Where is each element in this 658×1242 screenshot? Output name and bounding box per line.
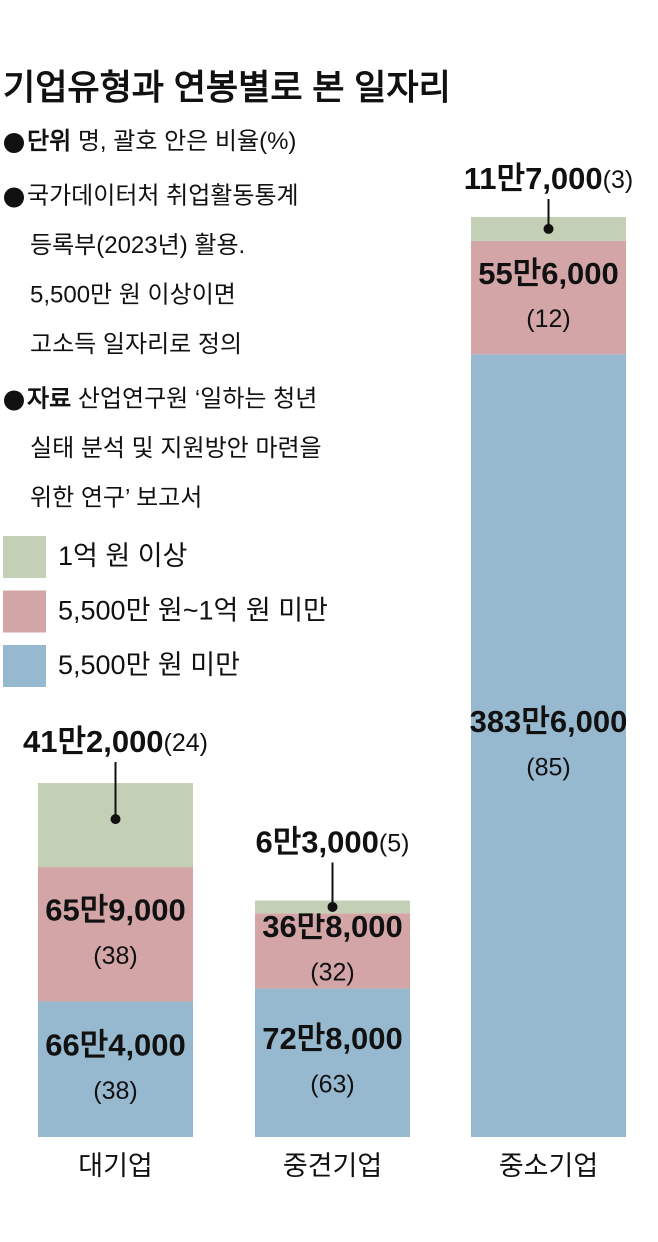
share-text: (5) bbox=[379, 829, 410, 857]
bar-segment bbox=[471, 240, 626, 355]
value-label: 65만9,000 bbox=[45, 892, 186, 927]
note-bullet bbox=[4, 187, 24, 208]
share-label: (63) bbox=[310, 1070, 354, 1098]
value-label: 41만2,000(24) bbox=[23, 724, 208, 759]
value-label: 66만4,000 bbox=[45, 1027, 186, 1062]
value-label: 55만6,000 bbox=[478, 256, 619, 291]
note-text: 등록부(2023년) 활용. bbox=[30, 232, 245, 259]
share-text: (3) bbox=[603, 166, 634, 194]
legend-label: 5,500만 원 미만 bbox=[58, 650, 240, 680]
bar-segment bbox=[38, 867, 193, 1002]
note-text: 국가데이터처 취업활동통계 bbox=[27, 183, 299, 210]
leader-dot bbox=[327, 901, 338, 912]
note-line: 자료 산업연구원 ‘일하는 청년 bbox=[27, 386, 317, 413]
value-text: 6만3,000 bbox=[256, 825, 379, 860]
x-tick-label: 중소기업 bbox=[499, 1151, 598, 1181]
note-text: 산업연구원 ‘일하는 청년 bbox=[78, 386, 317, 413]
bar-segment bbox=[255, 988, 410, 1137]
value-label: 72만8,000 bbox=[262, 1021, 403, 1056]
note-line: 실태 분석 및 지원방안 마련을 bbox=[30, 435, 322, 462]
note-text: 위한 연구’ 보고서 bbox=[30, 485, 202, 512]
bar-segment bbox=[38, 1001, 193, 1137]
note-text: 실태 분석 및 지원방안 마련을 bbox=[30, 435, 322, 462]
share-label: (38) bbox=[93, 1077, 137, 1105]
value-label: 11만7,000(3) bbox=[464, 161, 633, 196]
value-text: 11만7,000 bbox=[464, 161, 603, 196]
share-label: (32) bbox=[310, 959, 354, 987]
leader-dot bbox=[110, 814, 121, 825]
legend-label: 5,500만 원~1억 원 미만 bbox=[58, 596, 328, 626]
chart-title: 기업유형과 연봉별로 본 일자리 bbox=[3, 68, 451, 107]
value-text: 41만2,000 bbox=[23, 724, 164, 759]
legend-swatch bbox=[3, 645, 46, 687]
note-bullet bbox=[4, 133, 24, 153]
value-label: 36만8,000 bbox=[262, 909, 403, 944]
share-label: (85) bbox=[526, 753, 570, 781]
leader-dot bbox=[543, 223, 554, 234]
note-line: 단위 명, 괄호 안은 비율(%) bbox=[27, 128, 296, 155]
note-line: 국가데이터처 취업활동통계 bbox=[27, 183, 299, 210]
share-text: (24) bbox=[164, 729, 208, 757]
note-text: 고소득 일자리로 정의 bbox=[30, 331, 242, 358]
value-label: 6만3,000(5) bbox=[256, 825, 410, 860]
note-text: 명, 괄호 안은 비율(%) bbox=[78, 128, 297, 155]
note-text: 5,500만 원 이상이면 bbox=[30, 282, 236, 309]
share-label: (38) bbox=[93, 942, 137, 970]
note-label: 단위 bbox=[27, 128, 71, 155]
bar-segment bbox=[255, 913, 410, 989]
legend-swatch bbox=[3, 536, 46, 578]
note-line: 고소득 일자리로 정의 bbox=[30, 331, 242, 358]
legend-label: 1억 원 이상 bbox=[58, 541, 187, 571]
x-tick-label: 대기업 bbox=[78, 1151, 153, 1181]
value-label: 383만6,000 bbox=[470, 704, 628, 739]
share-label: (12) bbox=[526, 305, 570, 333]
bar-segment bbox=[471, 354, 626, 1137]
note-bullet bbox=[4, 390, 24, 411]
note-line: 5,500만 원 이상이면 bbox=[30, 282, 236, 309]
note-label: 자료 bbox=[27, 386, 71, 413]
note-line: 위한 연구’ 보고서 bbox=[30, 485, 202, 512]
x-tick-label: 중견기업 bbox=[283, 1151, 382, 1181]
legend-swatch bbox=[3, 590, 46, 633]
note-line: 등록부(2023년) 활용. bbox=[30, 232, 245, 259]
